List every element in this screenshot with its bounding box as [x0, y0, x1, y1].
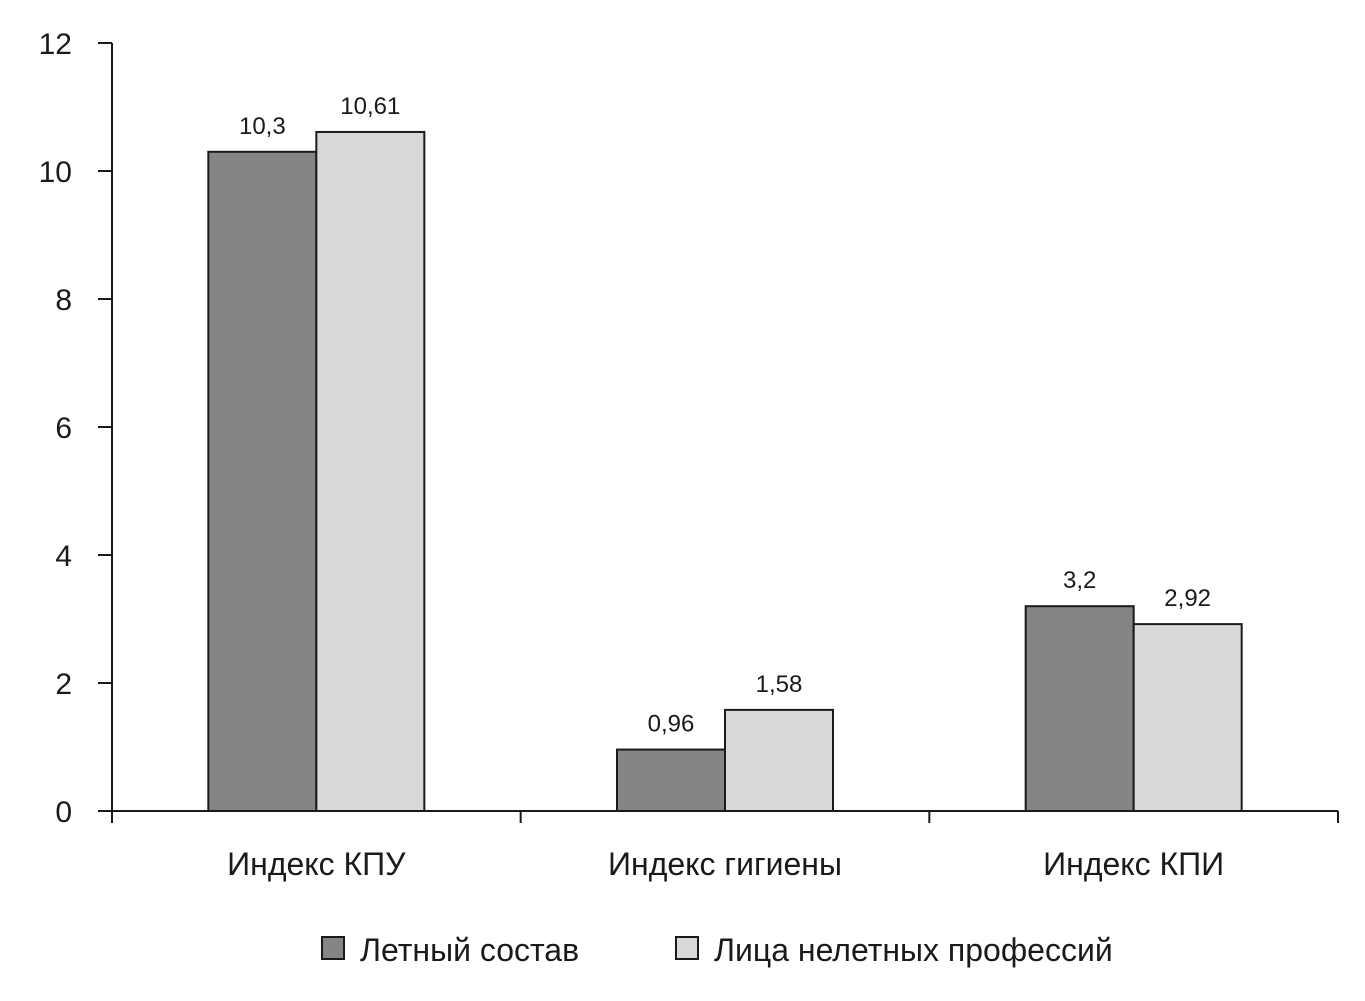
y-tick-label: 6: [55, 412, 72, 445]
legend-label: Летный состав: [360, 932, 579, 968]
y-tick-label: 4: [55, 540, 72, 573]
y-tick-label: 12: [39, 28, 72, 61]
y-tick-label: 2: [55, 668, 72, 701]
bars: [207, 130, 1243, 813]
bar: [207, 150, 318, 813]
axes: 0 2 4 6 8 10 12 Индекс КПУ Индекс гигиены Индекс …: [39, 28, 1339, 882]
bar: [724, 708, 834, 813]
data-label: 3,2: [1063, 567, 1096, 594]
legend: Летный состав Лица нелетных профессий: [321, 932, 1113, 968]
y-tick-label: 0: [55, 796, 72, 829]
x-tick-label: Индекс КПУ: [227, 846, 406, 882]
data-label: 0,96: [648, 711, 695, 738]
y-tick-label: 8: [55, 284, 72, 317]
data-label: 1,58: [756, 671, 803, 698]
legend-swatch: [675, 936, 699, 960]
data-label: 10,61: [340, 93, 400, 120]
legend-label: Лица нелетных профессий: [714, 932, 1113, 968]
bar: [315, 130, 426, 812]
bar: [616, 748, 726, 812]
legend-swatch: [321, 936, 345, 960]
x-tick-label: Индекс гигиены: [608, 846, 842, 882]
x-tick-label: Индекс КПИ: [1043, 846, 1224, 882]
bar: [1132, 623, 1243, 812]
bar: [1024, 605, 1135, 813]
data-label: 10,3: [239, 113, 286, 140]
data-labels: 10,3 10,61 0,96 1,58 3,2 2,92: [239, 93, 1211, 738]
y-tick-label: 10: [39, 156, 72, 189]
data-label: 2,92: [1164, 585, 1211, 612]
